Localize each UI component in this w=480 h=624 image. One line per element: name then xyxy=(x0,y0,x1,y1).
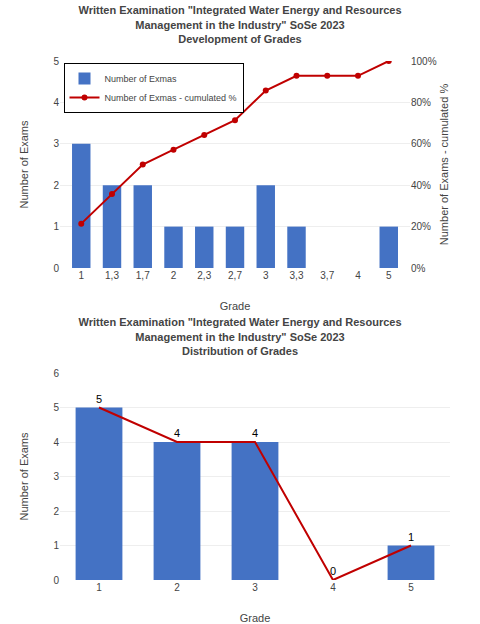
svg-text:5: 5 xyxy=(53,56,59,67)
svg-text:3,3: 3,3 xyxy=(290,270,304,281)
svg-text:4: 4 xyxy=(174,427,180,439)
svg-text:100%: 100% xyxy=(411,56,437,67)
svg-text:60%: 60% xyxy=(411,138,431,149)
svg-text:80%: 80% xyxy=(411,97,431,108)
svg-text:Number of Exams: Number of Exams xyxy=(18,432,30,521)
svg-text:Written Examination "Integrate: Written Examination "Integrated Water En… xyxy=(78,316,401,357)
svg-text:5: 5 xyxy=(408,582,414,593)
svg-text:Number of Exmas: Number of Exmas xyxy=(105,74,178,84)
svg-text:5: 5 xyxy=(96,393,102,405)
svg-text:2,3: 2,3 xyxy=(197,270,211,281)
svg-text:Number of Exmas - cumulated %: Number of Exmas - cumulated % xyxy=(105,93,237,103)
svg-text:0%: 0% xyxy=(411,263,426,274)
svg-text:0: 0 xyxy=(53,263,59,274)
svg-text:4: 4 xyxy=(53,437,59,448)
svg-text:4: 4 xyxy=(355,270,361,281)
svg-text:3: 3 xyxy=(252,582,258,593)
svg-text:Grade: Grade xyxy=(220,300,251,312)
svg-text:2,7: 2,7 xyxy=(228,270,242,281)
svg-text:3: 3 xyxy=(53,471,59,482)
svg-text:4: 4 xyxy=(53,97,59,108)
svg-text:2: 2 xyxy=(53,180,59,191)
svg-text:Written Examination "Integrate: Written Examination "Integrated Water En… xyxy=(78,4,401,45)
svg-text:Number of Exams: Number of Exams xyxy=(18,120,30,209)
svg-text:1,7: 1,7 xyxy=(136,270,150,281)
svg-text:Number of Exams - cumulated %: Number of Exams - cumulated % xyxy=(438,84,450,246)
svg-text:0: 0 xyxy=(330,565,336,577)
svg-text:20%: 20% xyxy=(411,221,431,232)
svg-text:2: 2 xyxy=(171,270,177,281)
svg-text:1: 1 xyxy=(96,582,102,593)
svg-text:Grade: Grade xyxy=(240,612,271,624)
svg-text:3: 3 xyxy=(263,270,269,281)
svg-text:1: 1 xyxy=(53,221,59,232)
svg-text:3: 3 xyxy=(53,138,59,149)
svg-text:1: 1 xyxy=(408,531,414,543)
svg-text:2: 2 xyxy=(174,582,180,593)
svg-text:2: 2 xyxy=(53,506,59,517)
svg-text:1,3: 1,3 xyxy=(105,270,119,281)
svg-text:5: 5 xyxy=(53,402,59,413)
svg-text:5: 5 xyxy=(386,270,392,281)
svg-text:1: 1 xyxy=(53,540,59,551)
svg-text:6: 6 xyxy=(53,368,59,379)
svg-text:4: 4 xyxy=(252,427,258,439)
svg-text:40%: 40% xyxy=(411,180,431,191)
svg-text:3,7: 3,7 xyxy=(320,270,334,281)
svg-text:1: 1 xyxy=(78,270,84,281)
svg-text:0: 0 xyxy=(53,575,59,586)
svg-text:4: 4 xyxy=(330,582,336,593)
